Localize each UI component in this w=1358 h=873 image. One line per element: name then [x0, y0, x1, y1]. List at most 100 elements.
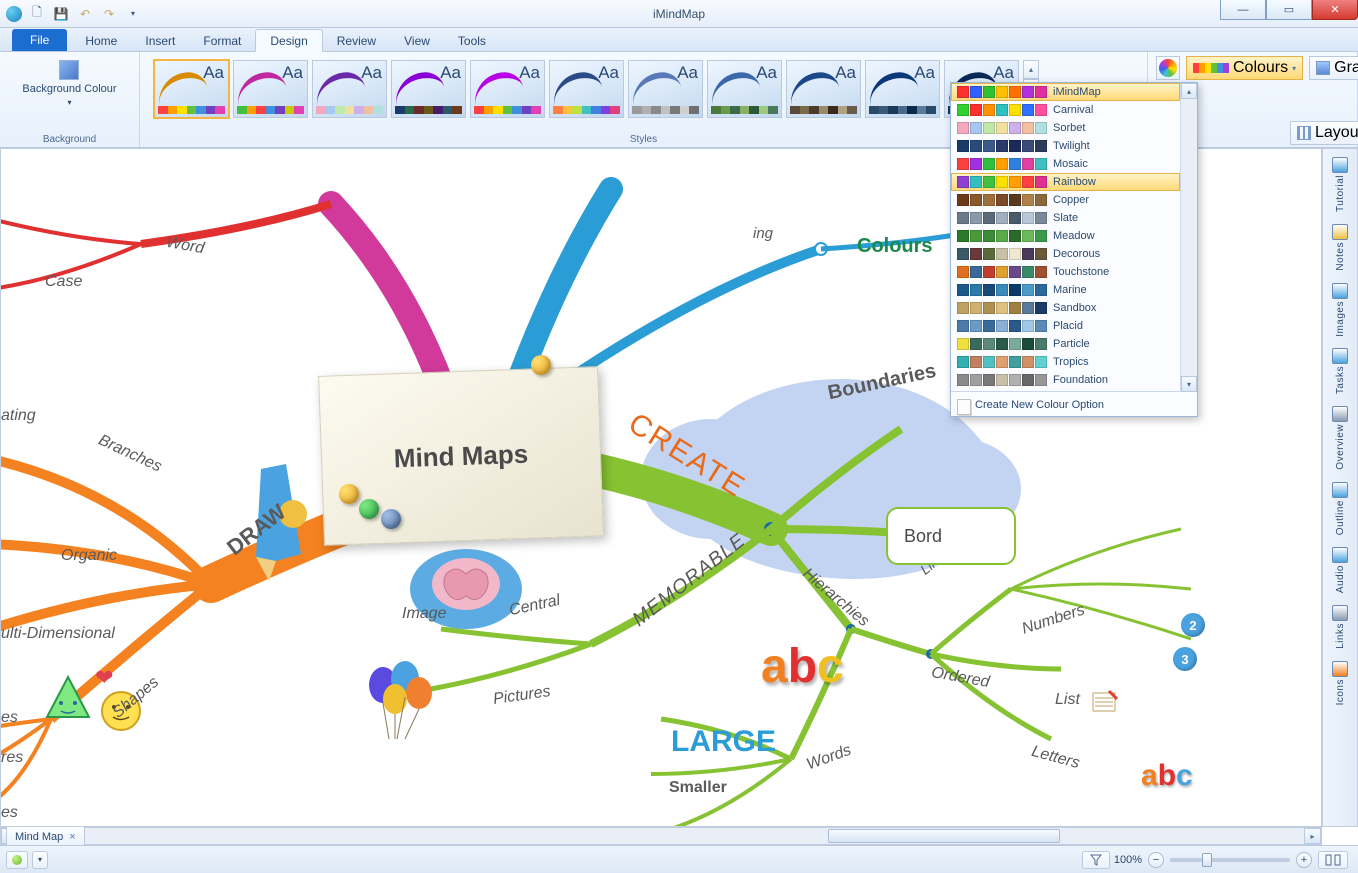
branch-label-es1: es: [1, 709, 18, 727]
tab-format[interactable]: Format: [189, 30, 255, 51]
new-button[interactable]: 🗋: [28, 5, 46, 23]
sidetab-outline[interactable]: Outline: [1325, 478, 1355, 543]
group-label-background: Background: [43, 132, 96, 145]
tab-view[interactable]: View: [390, 30, 444, 51]
colour-option-tropics[interactable]: Tropics: [951, 353, 1180, 371]
colour-option-rainbow[interactable]: Rainbow: [951, 173, 1180, 191]
style-thumb-8[interactable]: Aa: [786, 60, 861, 118]
sidetab-audio[interactable]: Audio: [1325, 543, 1355, 601]
group-label-styles: Styles: [630, 134, 657, 145]
style-thumb-3[interactable]: Aa: [391, 60, 466, 118]
graphics-dropdown-button[interactable]: Graphics▾: [1309, 56, 1358, 80]
style-aa-label: Aa: [677, 63, 698, 83]
fit-view-button[interactable]: [1318, 851, 1348, 869]
palette-strip: [158, 106, 225, 114]
tab-design[interactable]: Design: [255, 29, 322, 52]
colour-option-carnival[interactable]: Carnival: [951, 101, 1180, 119]
style-thumb-4[interactable]: Aa: [470, 60, 545, 118]
colour-wheel-icon: [1159, 59, 1177, 77]
colour-option-twilight[interactable]: Twilight: [951, 137, 1180, 155]
qat-customize[interactable]: ▾: [124, 5, 142, 23]
sidetab-tutorial[interactable]: Tutorial: [1325, 153, 1355, 220]
dropdown-scrollbar[interactable]: ▴ ▾: [1180, 83, 1197, 392]
style-thumb-5[interactable]: Aa: [549, 60, 624, 118]
zoom-out-button[interactable]: −: [1148, 852, 1164, 868]
status-indicator[interactable]: [6, 851, 28, 869]
style-thumb-1[interactable]: Aa: [233, 60, 308, 118]
style-thumb-9[interactable]: Aa: [865, 60, 940, 118]
colour-option-foundation[interactable]: Foundation: [951, 371, 1180, 389]
style-aa-label: Aa: [993, 63, 1014, 83]
style-aa-label: Aa: [282, 63, 303, 83]
sidetab-label: Images: [1335, 301, 1346, 337]
create-new-colour-option[interactable]: Create New Colour Option: [951, 394, 1197, 416]
colour-swatches: [957, 104, 1047, 116]
maximize-button[interactable]: ▭: [1266, 0, 1312, 20]
tab-file[interactable]: File: [12, 29, 67, 51]
colour-option-sorbet[interactable]: Sorbet: [951, 119, 1180, 137]
icons-icon: [1332, 661, 1348, 677]
sidetab-images[interactable]: Images: [1325, 279, 1355, 345]
scroll-up-arrow[interactable]: ▴: [1181, 83, 1197, 99]
close-button[interactable]: ✕: [1312, 0, 1358, 20]
scroll-down-arrow[interactable]: ▾: [1181, 376, 1197, 392]
spinner-arrow[interactable]: ▴: [1023, 60, 1039, 79]
style-thumb-0[interactable]: Aa: [154, 60, 229, 118]
horizontal-scrollbar[interactable]: ◂ ▸: [0, 827, 1322, 845]
notepad-icon: [1091, 689, 1119, 713]
scrollbar-thumb[interactable]: [828, 829, 1059, 843]
tab-tools[interactable]: Tools: [444, 30, 500, 51]
colour-option-particle[interactable]: Particle: [951, 335, 1180, 353]
colour-option-meadow[interactable]: Meadow: [951, 227, 1180, 245]
background-colour-button[interactable]: Background Colour ▾: [14, 56, 124, 111]
colour-option-marine[interactable]: Marine: [951, 281, 1180, 299]
colour-swatches: [957, 338, 1047, 350]
scrollbar-track[interactable]: [18, 828, 1304, 844]
sidetab-tasks[interactable]: Tasks: [1325, 344, 1355, 402]
colour-wheel-button[interactable]: [1156, 56, 1180, 80]
style-thumb-7[interactable]: Aa: [707, 60, 782, 118]
colour-option-decorous[interactable]: Decorous: [951, 245, 1180, 263]
minimize-button[interactable]: —: [1220, 0, 1266, 20]
sidetab-links[interactable]: Links: [1325, 601, 1355, 657]
sidetab-overview[interactable]: Overview: [1325, 402, 1355, 478]
style-thumb-2[interactable]: Aa: [312, 60, 387, 118]
redo-button[interactable]: ↷: [100, 5, 118, 23]
heart-icon: ❤: [95, 665, 113, 691]
zoom-percentage[interactable]: 100%: [1114, 854, 1142, 866]
colour-option-touchstone[interactable]: Touchstone: [951, 263, 1180, 281]
colour-option-copper[interactable]: Copper: [951, 191, 1180, 209]
scroll-right-arrow[interactable]: ▸: [1304, 828, 1321, 844]
tab-review[interactable]: Review: [323, 30, 390, 51]
status-dropdown[interactable]: ▾: [32, 851, 48, 869]
layout-dropdown-button[interactable]: Layout▾: [1290, 121, 1358, 145]
zoom-slider[interactable]: [1170, 858, 1290, 862]
save-button[interactable]: 💾: [52, 5, 70, 23]
style-thumb-6[interactable]: Aa: [628, 60, 703, 118]
colour-swatches: [957, 212, 1047, 224]
filter-button[interactable]: [1082, 851, 1110, 869]
sidetab-notes[interactable]: Notes: [1325, 220, 1355, 279]
colour-option-slate[interactable]: Slate: [951, 209, 1180, 227]
border-box[interactable]: Bord: [886, 507, 1016, 565]
tab-insert[interactable]: Insert: [131, 30, 189, 51]
balloons-icon: [361, 659, 441, 749]
undo-button[interactable]: ↶: [76, 5, 94, 23]
colour-option-label: Marine: [1053, 284, 1087, 296]
colour-option-mosaic[interactable]: Mosaic: [951, 155, 1180, 173]
colour-option-sandbox[interactable]: Sandbox: [951, 299, 1180, 317]
colour-option-placid[interactable]: Placid: [951, 317, 1180, 335]
colours-dropdown-button[interactable]: Colours▾: [1186, 56, 1303, 80]
palette-strip: [553, 106, 620, 114]
zoom-in-button[interactable]: +: [1296, 852, 1312, 868]
tab-home[interactable]: Home: [71, 30, 131, 51]
document-tab[interactable]: Mind Map ×: [6, 827, 85, 847]
quick-access-toolbar: 🗋 💾 ↶ ↷ ▾: [0, 5, 148, 23]
sidetab-label: Tasks: [1335, 366, 1346, 394]
central-idea-note[interactable]: Mind Maps: [318, 366, 604, 546]
zoom-slider-knob[interactable]: [1202, 853, 1212, 867]
close-tab-icon[interactable]: ×: [69, 831, 75, 843]
sidetab-icons[interactable]: Icons: [1325, 657, 1355, 713]
colour-option-imindmap[interactable]: iMindMap: [951, 83, 1180, 101]
app-icon[interactable]: [6, 6, 22, 22]
